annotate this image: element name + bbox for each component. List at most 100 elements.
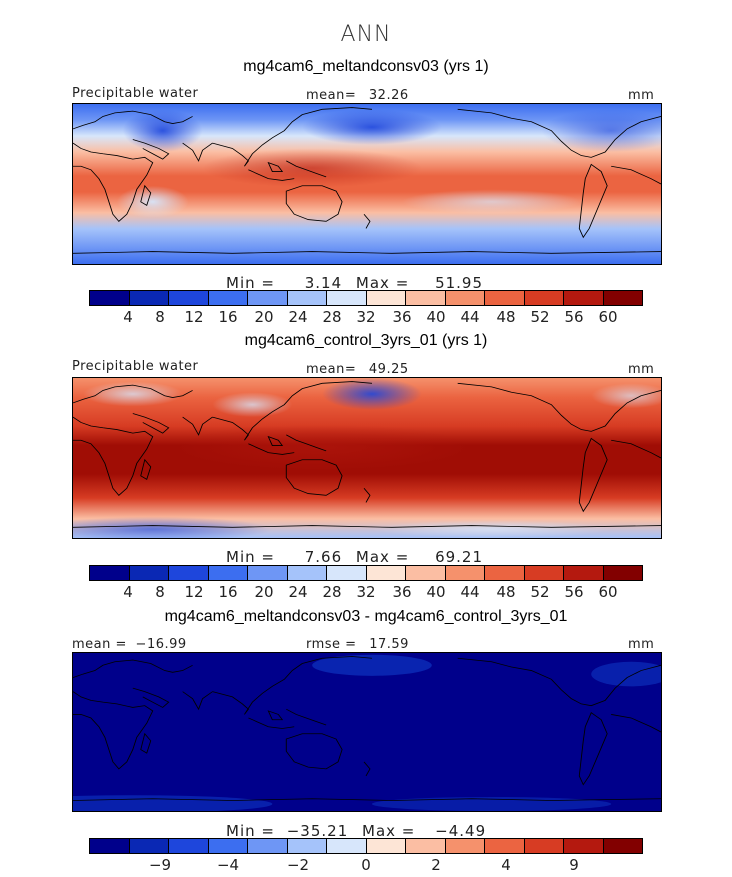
colorbar-1-swatch bbox=[564, 291, 604, 305]
panel-1-mean-value: 32.26 bbox=[368, 88, 409, 103]
colorbar-2-swatch bbox=[524, 566, 564, 580]
panel-1-units: mm bbox=[628, 88, 655, 103]
colorbar-3-swatch bbox=[129, 839, 169, 853]
panel-1-max-value: 51.95 bbox=[435, 274, 484, 292]
colorbar-1-tick: 16 bbox=[218, 308, 238, 326]
colorbar-1-swatch bbox=[248, 291, 288, 305]
colorbar-2-tick: 48 bbox=[496, 583, 516, 601]
colorbar-3-swatch bbox=[564, 839, 604, 853]
panel-2-variable-label: Precipitable water bbox=[72, 359, 199, 374]
panel-2-mean: mean= 49.25 bbox=[306, 362, 409, 377]
colorbar-3-swatch bbox=[406, 839, 446, 853]
colorbar-1-swatch bbox=[366, 291, 406, 305]
panel-1-variable-label: Precipitable water bbox=[72, 86, 199, 101]
colorbar-2-swatch bbox=[485, 566, 525, 580]
panel-1-title: mg4cam6_meltandconsv03 (yrs 1) bbox=[243, 58, 489, 75]
colorbar-3-tick: −9 bbox=[148, 856, 172, 874]
colorbar-2-tick: 44 bbox=[460, 583, 480, 601]
colorbar-1-tick: 28 bbox=[322, 308, 342, 326]
colorbar-3-swatch bbox=[524, 839, 564, 853]
colorbar-2-tick: 4 bbox=[123, 583, 133, 601]
colorbar-2-tick: 40 bbox=[426, 583, 446, 601]
colorbar-1-tick: 40 bbox=[426, 308, 446, 326]
panel-1-map bbox=[72, 103, 662, 265]
colorbar-2-tick: 12 bbox=[184, 583, 204, 601]
colorbar-1-tick: 32 bbox=[356, 308, 376, 326]
colorbar-1-swatch bbox=[603, 291, 642, 305]
panel-2-min-label: Min = bbox=[226, 548, 275, 566]
colorbar-1-swatch bbox=[129, 291, 169, 305]
panel-3-max-value: −4.49 bbox=[435, 822, 487, 840]
figure-title: ANN bbox=[340, 22, 392, 47]
colorbar-1-swatch bbox=[485, 291, 525, 305]
panel-2-min-value: 7.66 bbox=[304, 548, 343, 566]
panel-1-mean: mean= 32.26 bbox=[306, 88, 409, 103]
panel-3-map bbox=[72, 652, 662, 812]
panel-3-units: mm bbox=[628, 637, 655, 652]
panel-2-minmax: Min = 7.66 Max = 69.21 bbox=[226, 548, 483, 566]
panel-3-rmse-label: rmse = bbox=[306, 637, 357, 652]
colorbar-2-tick: 56 bbox=[564, 583, 584, 601]
colorbar-3-tick: 4 bbox=[501, 856, 511, 874]
colorbar-2-swatch bbox=[169, 566, 209, 580]
colorbar-1-swatch bbox=[445, 291, 485, 305]
colorbar-2-tick: 32 bbox=[356, 583, 376, 601]
colorbar-1-tick: 44 bbox=[460, 308, 480, 326]
colorbar-1-tick: 12 bbox=[184, 308, 204, 326]
colorbar-2-swatch bbox=[287, 566, 327, 580]
colorbar-2-tick: 16 bbox=[218, 583, 238, 601]
colorbar-2-swatch bbox=[327, 566, 367, 580]
colorbar-1-tick: 60 bbox=[598, 308, 618, 326]
colorbar-1-swatch bbox=[169, 291, 209, 305]
colorbar-2-swatch bbox=[90, 566, 130, 580]
colorbar-3-swatch bbox=[485, 839, 525, 853]
colorbar-2 bbox=[89, 565, 643, 581]
colorbar-3-tick: 0 bbox=[361, 856, 371, 874]
panel-1-min-value: 3.14 bbox=[304, 274, 343, 292]
colorbar-3-swatch bbox=[248, 839, 288, 853]
colorbar-1-tick: 52 bbox=[530, 308, 550, 326]
colorbar-2-tick: 24 bbox=[288, 583, 308, 601]
colorbar-3 bbox=[89, 838, 643, 854]
colorbar-3-swatch bbox=[90, 839, 130, 853]
colorbar-3-swatch bbox=[445, 839, 485, 853]
panel-3-mean: mean = −16.99 bbox=[72, 637, 187, 652]
colorbar-1-tick: 36 bbox=[392, 308, 412, 326]
panel-1-min-label: Min = bbox=[226, 274, 275, 292]
colorbar-1-tick: 48 bbox=[496, 308, 516, 326]
panel-2-units: mm bbox=[628, 362, 655, 377]
panel-3-rmse: rmse = 17.59 bbox=[306, 637, 409, 652]
colorbar-2-swatch bbox=[248, 566, 288, 580]
colorbar-2-tick: 20 bbox=[254, 583, 274, 601]
colorbar-3-tick: 2 bbox=[431, 856, 441, 874]
colorbar-3-swatch bbox=[287, 839, 327, 853]
colorbar-3-swatch bbox=[208, 839, 248, 853]
colorbar-2-tick: 28 bbox=[322, 583, 342, 601]
colorbar-1-swatch bbox=[90, 291, 130, 305]
colorbar-1-tick: 20 bbox=[254, 308, 274, 326]
panel-1-mean-label: mean= bbox=[306, 88, 357, 103]
colorbar-2-tick: 60 bbox=[598, 583, 618, 601]
colorbar-1-swatch bbox=[327, 291, 367, 305]
colorbar-3-tick: −4 bbox=[216, 856, 240, 874]
colorbar-2-tick: 8 bbox=[155, 583, 165, 601]
colorbar-1-tick: 4 bbox=[123, 308, 133, 326]
colorbar-3-swatch bbox=[603, 839, 642, 853]
panel-3-min-label: Min = bbox=[226, 822, 275, 840]
panel-2-max-label: Max = bbox=[355, 548, 410, 566]
colorbar-2-swatch bbox=[445, 566, 485, 580]
colorbar-1-swatch bbox=[524, 291, 564, 305]
colorbar-1 bbox=[89, 290, 643, 306]
colorbar-3-swatch bbox=[366, 839, 406, 853]
panel-2-max-value: 69.21 bbox=[435, 548, 484, 566]
colorbar-1-swatch bbox=[406, 291, 446, 305]
colorbar-3-swatch bbox=[169, 839, 209, 853]
panel-3-minmax: Min = −35.21 Max = −4.49 bbox=[226, 822, 486, 840]
colorbar-2-tick: 52 bbox=[530, 583, 550, 601]
colorbar-3-swatch bbox=[327, 839, 367, 853]
colorbar-1-swatch bbox=[287, 291, 327, 305]
colorbar-2-swatch bbox=[208, 566, 248, 580]
panel-3-min-value: −35.21 bbox=[286, 822, 349, 840]
colorbar-3-tick: 9 bbox=[569, 856, 579, 874]
colorbar-2-swatch bbox=[129, 566, 169, 580]
